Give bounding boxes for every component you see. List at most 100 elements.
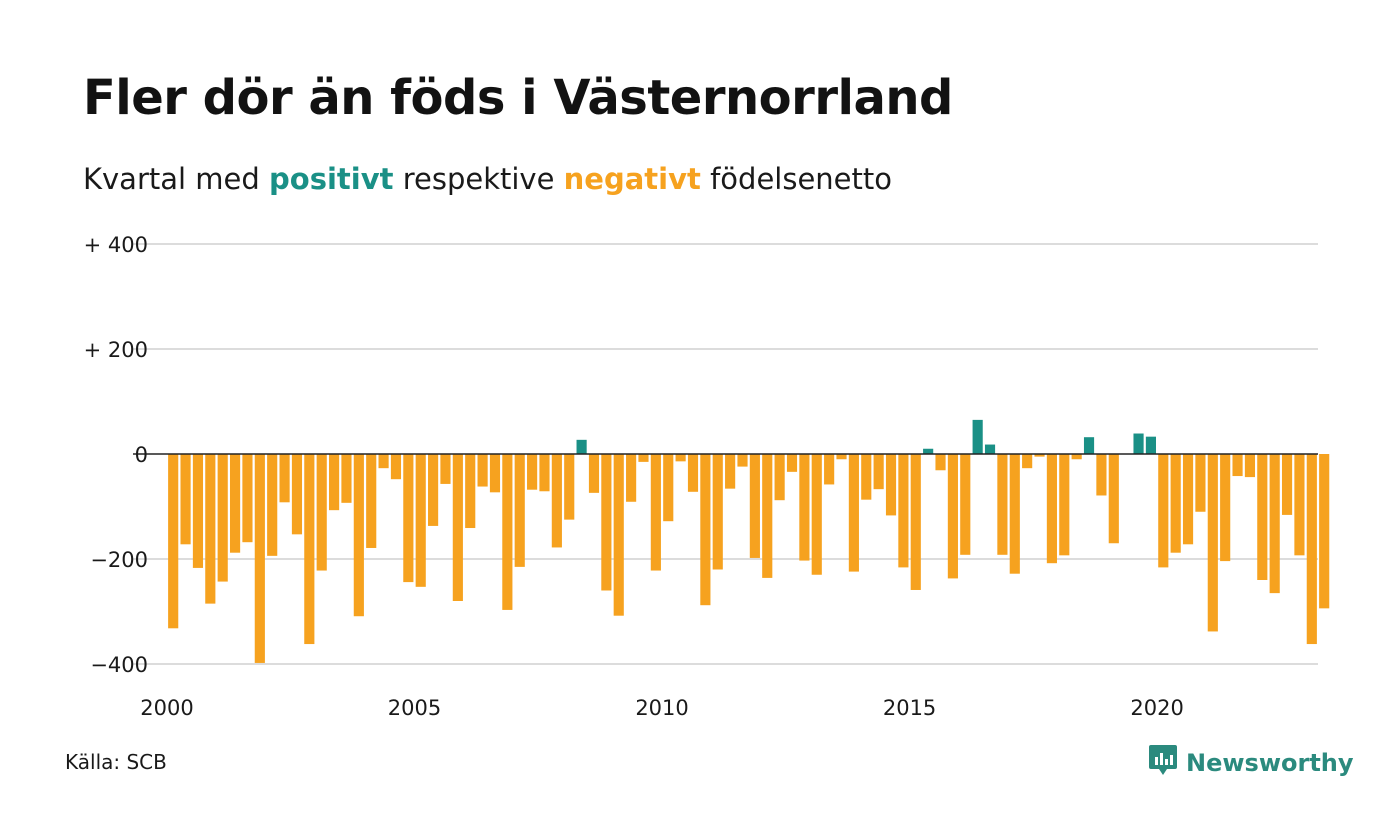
bar-negative <box>502 454 513 610</box>
bar-negative <box>1059 454 1070 556</box>
bar-negative <box>267 454 278 556</box>
bar-negative <box>1158 454 1169 568</box>
bar-negative <box>687 454 699 492</box>
chart-subtitle: Kvartal med positivt respektive negativt… <box>83 162 892 196</box>
bar-negative <box>390 454 402 480</box>
x-tick-label: 2015 <box>883 696 936 720</box>
x-tick-label: 2000 <box>140 696 193 720</box>
bar-negative <box>613 454 624 616</box>
bar-negative <box>254 454 265 663</box>
bar-negative <box>527 454 538 490</box>
subtitle-negative-word: negativt <box>563 162 701 196</box>
y-tick-labels: + 400 + 200 0 −200 −400 <box>84 233 148 677</box>
bar-negative <box>316 454 327 571</box>
bar-positive <box>1133 433 1144 454</box>
bars <box>168 419 1330 663</box>
bar-negative <box>440 454 451 484</box>
bar-negative <box>799 454 810 561</box>
bar-negative <box>551 454 562 548</box>
bar-negative <box>774 454 785 501</box>
bar-negative <box>1207 454 1218 632</box>
bar-negative <box>353 454 364 617</box>
newsworthy-logo[interactable]: Newsworthy <box>1148 744 1354 782</box>
bar-negative <box>217 454 228 582</box>
bar-positive <box>576 439 587 454</box>
bar-negative <box>1195 454 1206 512</box>
y-tick-label: −200 <box>90 548 148 572</box>
x-tick-labels: 2000 2005 2010 2015 2020 <box>140 696 1184 720</box>
bar-negative <box>947 454 958 579</box>
bar-negative <box>1294 454 1305 556</box>
bar-negative <box>997 454 1008 555</box>
bar-negative <box>428 454 439 526</box>
y-tick-label: −400 <box>90 653 148 677</box>
bar-negative <box>1108 454 1119 544</box>
y-tick-label: 0 <box>135 443 148 467</box>
bar-negative <box>539 454 550 492</box>
bar-positive <box>923 448 934 454</box>
bar-negative <box>180 454 191 545</box>
bar-negative <box>415 454 426 587</box>
bar-negative <box>279 454 290 503</box>
bar-negative <box>489 454 501 493</box>
bar-negative <box>1220 454 1231 562</box>
bar-negative <box>1269 454 1280 594</box>
newsworthy-chart-bubble-icon <box>1148 744 1178 782</box>
bar-negative <box>366 454 377 548</box>
bar-negative <box>329 454 340 511</box>
bar-negative <box>1046 454 1057 564</box>
bar-negative <box>836 454 847 460</box>
bar-negative <box>885 454 897 516</box>
bar-negative <box>675 454 686 462</box>
bar-negative <box>861 454 872 500</box>
x-tick-label: 2005 <box>388 696 441 720</box>
bar-negative <box>725 454 736 489</box>
bar-negative <box>1182 454 1194 545</box>
bar-negative <box>1281 454 1293 515</box>
bar-negative <box>564 454 575 520</box>
bar-negative <box>242 454 253 543</box>
page-title: Fler dör än föds i Västernorrland <box>83 70 953 126</box>
bar-negative <box>1096 454 1107 496</box>
bar-negative <box>749 454 760 558</box>
bar-negative <box>848 454 859 572</box>
x-tick-label: 2010 <box>635 696 688 720</box>
bar-negative <box>465 454 476 529</box>
bar-negative <box>341 454 352 503</box>
bar-negative <box>291 454 303 535</box>
bar-negative <box>824 454 835 485</box>
bar-negative <box>1022 454 1033 469</box>
subtitle-positive-word: positivt <box>269 162 394 196</box>
bar-positive <box>984 444 996 454</box>
bar-negative <box>477 454 488 487</box>
bar-negative <box>588 454 600 493</box>
subtitle-suffix: födelsenetto <box>710 162 892 196</box>
x-tick-label: 2020 <box>1130 696 1183 720</box>
bar-negative <box>1009 454 1020 574</box>
bar-negative <box>910 454 921 590</box>
bar-negative <box>1306 454 1317 645</box>
bar-negative <box>1244 454 1256 478</box>
bar-negative <box>663 454 674 522</box>
bar-positive <box>1083 437 1095 454</box>
bar-negative <box>1232 454 1243 477</box>
bar-negative <box>403 454 414 583</box>
bar-negative <box>230 454 241 553</box>
bar-negative <box>192 454 204 568</box>
bar-negative <box>168 454 179 629</box>
y-tick-label: + 400 <box>84 233 148 257</box>
bar-negative <box>601 454 612 591</box>
bar-negative <box>762 454 773 578</box>
gridlines <box>133 243 1318 665</box>
bar-positive <box>972 419 983 455</box>
bar-negative <box>960 454 971 555</box>
bar-negative <box>514 454 525 567</box>
bar-negative <box>786 454 798 472</box>
bar-negative <box>650 454 661 571</box>
bar-negative <box>1034 454 1045 457</box>
bar-negative <box>712 454 723 570</box>
bar-negative <box>1319 454 1330 609</box>
bar-negative <box>700 454 711 606</box>
bar-negative <box>205 454 216 604</box>
